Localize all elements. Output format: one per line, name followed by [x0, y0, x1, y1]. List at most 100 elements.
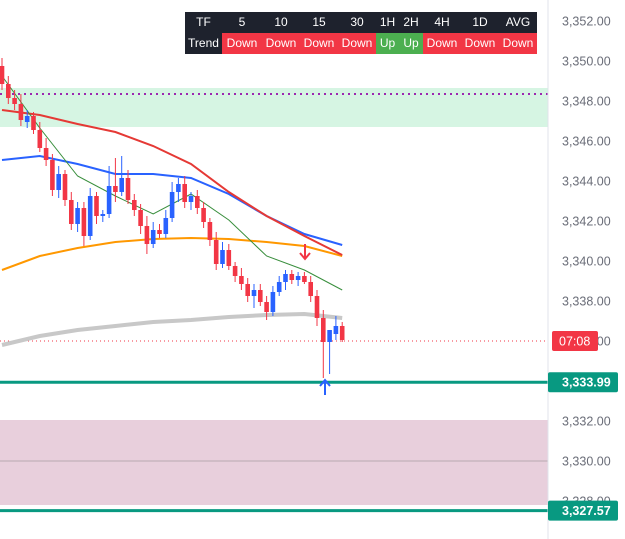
- moving-average: [1, 311, 343, 347]
- candle-body: [245, 284, 250, 296]
- y-tick-label: 3,348.00: [562, 94, 611, 108]
- candle-body: [12, 98, 17, 104]
- price-label-bg: [548, 500, 618, 521]
- moving-average: [1, 109, 343, 256]
- table-cell: Down: [338, 33, 376, 54]
- table-cell: 2H: [399, 12, 423, 33]
- zone: [0, 88, 548, 127]
- candle-body: [169, 192, 175, 218]
- table-cell: Down: [499, 33, 537, 54]
- candle-body: [132, 200, 137, 210]
- y-tick-label: 3,352.00: [562, 14, 611, 28]
- candle-body: [314, 296, 320, 318]
- price-label: 3,327.57: [562, 504, 611, 518]
- candle-body: [302, 276, 307, 282]
- table-cell: Down: [300, 33, 338, 54]
- candle-body: [75, 208, 80, 224]
- table-cell: 1D: [461, 12, 499, 33]
- table-cell: 10: [262, 12, 300, 33]
- y-tick-label: 3,338.00: [562, 294, 611, 308]
- candle-body: [100, 214, 106, 216]
- candle-body: [176, 184, 181, 192]
- candle-body: [258, 290, 263, 302]
- candle-body: [283, 274, 288, 282]
- y-tick-label: 3,344.00: [562, 174, 611, 188]
- price-axis: [548, 0, 625, 539]
- table-cell: Up: [399, 33, 423, 54]
- candle-body: [333, 326, 339, 334]
- candle-body: [207, 222, 213, 240]
- table-cell: 30: [338, 12, 376, 33]
- table-cell: Down: [423, 33, 461, 54]
- table-cell: 15: [300, 12, 338, 33]
- candle-body: [31, 116, 36, 130]
- candle-body: [201, 208, 206, 222]
- candle-body: [56, 174, 61, 190]
- table-cell: Down: [222, 33, 262, 54]
- candle-body: [339, 326, 345, 340]
- buy-arrow: [319, 378, 331, 395]
- candle-body: [182, 184, 187, 202]
- candle-body: [62, 174, 68, 200]
- price-label: 3,333.99: [562, 375, 611, 389]
- candle-body: [195, 196, 200, 208]
- candle-body: [226, 250, 232, 266]
- candle-body: [94, 196, 99, 216]
- candle-body: [69, 200, 74, 224]
- candle-body: [6, 84, 11, 98]
- sell-arrow: [299, 244, 311, 261]
- candle-body: [188, 196, 194, 202]
- candle-body: [150, 230, 156, 244]
- candle-body: [37, 130, 43, 148]
- table-cell: Down: [262, 33, 300, 54]
- candle-body: [50, 160, 55, 190]
- candle-body: [251, 290, 257, 296]
- candle-body: [276, 282, 282, 292]
- candle-body: [270, 292, 276, 312]
- table-cell: Up: [376, 33, 399, 54]
- zone: [0, 420, 548, 505]
- countdown-bg: [552, 331, 598, 351]
- y-tick-label: 3,350.00: [562, 54, 611, 68]
- candle-body: [119, 178, 124, 192]
- candle-body: [264, 302, 269, 312]
- candle-body: [106, 186, 112, 214]
- table-cell: 1H: [376, 12, 399, 33]
- y-tick-label: 3,340.00: [562, 254, 611, 268]
- y-tick-label: 3,342.00: [562, 214, 611, 228]
- y-tick-label: 3,346.00: [562, 134, 611, 148]
- price-label-bg: [548, 372, 618, 393]
- candle-body: [308, 282, 313, 296]
- countdown-label: 07:08: [559, 334, 590, 348]
- candle-body: [321, 318, 326, 342]
- candle-body: [295, 276, 301, 280]
- moving-average: [1, 236, 343, 271]
- trend-table: TF 5 10 15 30 1H 2H 4H 1D AVG Trend Down Down Down Dow…: [185, 12, 537, 54]
- candle-body: [163, 218, 169, 234]
- candle-body: [144, 226, 150, 244]
- table-cell: AVG: [499, 12, 537, 33]
- table-cell: TF: [185, 12, 222, 33]
- candle-body: [232, 266, 238, 276]
- table-cell: Down: [461, 33, 499, 54]
- candle-body: [81, 208, 87, 236]
- y-tick-label: 3,330.00: [562, 454, 611, 468]
- candle-body: [157, 230, 162, 234]
- candle-body: [327, 330, 332, 342]
- candle-body: [18, 104, 24, 120]
- candle-body: [138, 210, 143, 226]
- candle-body: [125, 178, 131, 200]
- candle-body: [24, 116, 30, 122]
- candle-body: [43, 148, 49, 160]
- table-cell: 4H: [423, 12, 461, 33]
- table-cell: 5: [222, 12, 262, 33]
- candle-body: [289, 274, 295, 280]
- candle-body: [87, 196, 93, 236]
- candle-body: [220, 250, 225, 264]
- candle-body: [0, 66, 5, 84]
- candle-body: [113, 186, 118, 192]
- candle-body: [213, 240, 219, 264]
- table-cell: Trend: [185, 33, 222, 54]
